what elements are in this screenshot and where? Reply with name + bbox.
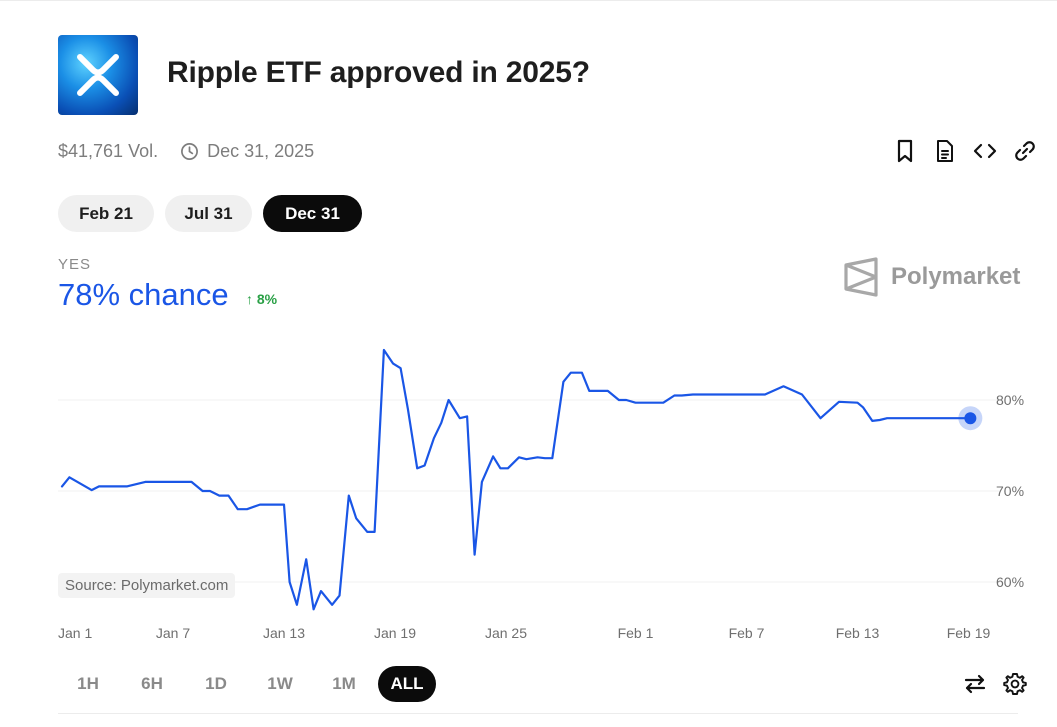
range-1h[interactable]: 1H [77,674,99,693]
x-tick-label: Jan 13 [263,625,305,641]
chance-value: 78% chance [58,277,229,312]
gear-icon[interactable] [1003,672,1027,696]
date-selector: Feb 21 Jul 31 Dec 31 [58,195,362,232]
range-all[interactable]: ALL [378,666,436,702]
range-1w[interactable]: 1W [267,674,293,693]
outcome-label: YES [58,256,92,273]
y-tick-label: 60% [996,574,1024,590]
polymarket-logo-icon [844,257,878,297]
link-icon[interactable] [1013,139,1037,163]
x-tick-label: Feb 1 [618,625,654,641]
x-tick-label: Jan 19 [374,625,416,641]
bottom-divider [58,713,1018,714]
document-icon[interactable] [933,139,957,163]
xrp-logo-icon [58,35,138,115]
x-tick-label: Feb 13 [836,625,880,641]
x-tick-label: Jan 25 [485,625,527,641]
current-point-marker [964,412,977,425]
code-embed-icon[interactable] [973,139,997,163]
chance-change-value: 8% [256,291,278,307]
range-1d[interactable]: 1D [205,674,227,693]
source-label: Source: Polymarket.com [58,573,236,598]
y-tick-label: 70% [996,483,1024,499]
time-range-selector: 1H 6H 1D 1W 1M ALL [58,666,436,702]
arrow-up-icon: ↑ [246,291,253,307]
range-6h[interactable]: 6H [141,674,163,693]
top-divider [0,0,1057,1]
market-meta: $41,761 Vol. Dec 31, 2025 [58,141,314,162]
end-date-text: Dec 31, 2025 [207,141,315,161]
date-pill-feb-21[interactable]: Feb 21 [58,195,154,232]
brand-name: Polymarket [891,263,1021,290]
chance-change: ↑ 8% [246,291,277,307]
volume-text: $41,761 Vol. [58,141,159,161]
series-line-yes [60,348,972,611]
x-tick-label: Jan 1 [58,625,92,641]
bookmark-icon[interactable] [893,139,917,163]
price-chart[interactable]: 60% 70% 80% Jan 1 Jan 7 Jan 13 Jan 19 Jan 25 Feb… [0,320,1057,660]
y-tick-label: 80% [996,392,1024,408]
date-pill-jul-31[interactable]: Jul 31 [165,195,252,232]
market-actions [893,139,1037,163]
end-date: Dec 31, 2025 [180,141,314,162]
x-tick-label: Feb 19 [947,625,991,641]
x-tick-label: Feb 7 [729,625,765,641]
polymarket-brand: Polymarket [843,257,1020,297]
clock-icon [181,143,199,160]
range-1m[interactable]: 1M [332,674,356,693]
date-pill-dec-31[interactable]: Dec 31 [263,195,362,232]
swap-arrows-icon[interactable] [963,672,987,696]
market-title: Ripple ETF approved in 2025? [167,56,590,89]
x-tick-label: Jan 7 [156,625,190,641]
